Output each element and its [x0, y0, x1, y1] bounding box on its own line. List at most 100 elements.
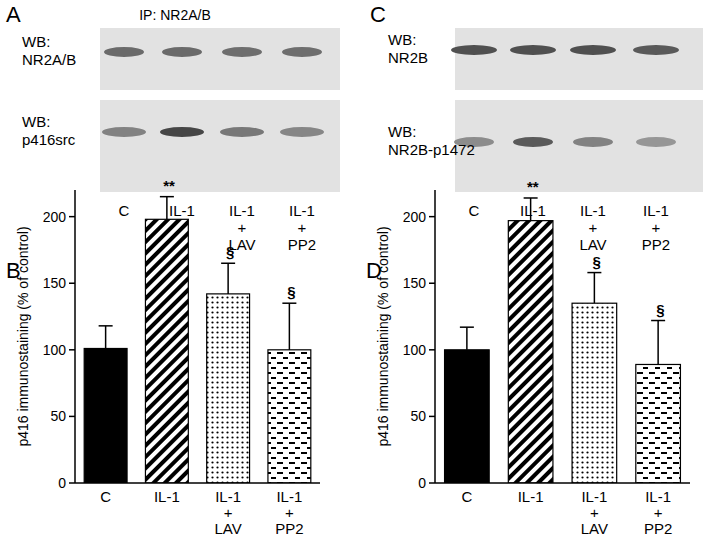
- bar: [572, 303, 617, 483]
- blot-panel: AIP: NR2A/BWB:NR2A/BWB:p416srcCIL-1IL-1+…: [6, 2, 340, 253]
- x-tick-label: IL-1: [518, 488, 544, 505]
- wb-label: WB:NR2B: [388, 31, 428, 66]
- blot-band: [633, 45, 679, 55]
- error-bar: [99, 326, 113, 349]
- bar-chart: D**§§050100150200CIL-1IL-1+LAVIL-1+PP2p4…: [366, 178, 690, 537]
- text-line: IL-1: [229, 202, 255, 219]
- y-tick: [429, 482, 435, 484]
- error-line: [530, 198, 532, 221]
- x-axis: [75, 482, 320, 484]
- error-cap: [282, 302, 296, 304]
- text-line: +: [285, 504, 294, 521]
- error-bar: [524, 198, 538, 221]
- blot-band: [220, 127, 264, 137]
- error-cap: [524, 197, 538, 199]
- text-line: +: [224, 504, 233, 521]
- y-tick-label: 150: [43, 275, 67, 291]
- text-line: IL-1: [581, 488, 607, 505]
- x-tick-label: IL-1+PP2: [275, 488, 303, 537]
- significance: **: [163, 177, 175, 194]
- lane-label: IL-1: [169, 202, 195, 219]
- text-line: IL-1: [520, 202, 546, 219]
- blot-background: [455, 100, 703, 192]
- lane-label: IL-1: [520, 202, 546, 219]
- text-line: LAV: [581, 520, 608, 537]
- significance: **: [527, 178, 539, 195]
- y-axis-label: p416 immunostaining (% of control): [375, 226, 391, 446]
- bar: [145, 219, 188, 483]
- y-tick: [69, 349, 75, 351]
- error-bar: [282, 303, 296, 350]
- wb-label: WB:NR2A/B: [22, 33, 76, 68]
- y-tick-label: 0: [418, 475, 426, 491]
- error-cap: [99, 325, 113, 327]
- y-tick: [69, 216, 75, 218]
- blot-band: [102, 127, 146, 137]
- significance: §: [656, 301, 664, 318]
- y-tick: [429, 216, 435, 218]
- y-tick: [69, 482, 75, 484]
- text-line: +: [654, 504, 663, 521]
- lane-label: C: [469, 202, 480, 219]
- lane-label: IL-1+PP2: [642, 202, 670, 253]
- panel-letter: C: [370, 2, 386, 27]
- text-line: NR2B: [388, 49, 428, 66]
- error-cap: [460, 326, 474, 328]
- text-line: WB:: [22, 113, 50, 130]
- text-line: WB:: [22, 33, 50, 50]
- error-bar: [651, 321, 665, 365]
- y-tick: [69, 416, 75, 418]
- text-line: IL-1: [289, 202, 315, 219]
- figure: AIP: NR2A/BWB:NR2A/BWB:p416srcCIL-1IL-1+…: [0, 0, 720, 542]
- text-line: +: [589, 219, 598, 236]
- text-line: +: [590, 504, 599, 521]
- blot-band: [162, 47, 202, 57]
- error-bar: [160, 197, 174, 220]
- y-axis: [74, 190, 76, 483]
- text-line: C: [469, 202, 480, 219]
- x-axis: [435, 482, 690, 484]
- y-tick: [429, 416, 435, 418]
- blot-background: [100, 28, 340, 90]
- y-tick-label: 200: [403, 209, 427, 225]
- y-tick-label: 50: [50, 408, 66, 424]
- bar: [268, 350, 311, 483]
- blot-band: [513, 137, 553, 147]
- x-tick-label: IL-1+LAV: [215, 488, 242, 537]
- blot-band: [573, 137, 613, 147]
- marks: [84, 197, 311, 483]
- blot-band: [104, 47, 144, 57]
- bar: [445, 350, 490, 483]
- x-tick-label: IL-1+PP2: [644, 488, 672, 537]
- error-bar: [460, 327, 474, 350]
- lane-label: IL-1+PP2: [288, 202, 316, 253]
- lane-label: C: [119, 202, 130, 219]
- bar: [207, 294, 250, 483]
- blot-band: [570, 45, 616, 55]
- text-line: IL-1: [643, 202, 669, 219]
- error-line: [289, 303, 291, 350]
- text-line: IL-1: [645, 488, 671, 505]
- text-line: C: [461, 488, 472, 505]
- blot-band: [160, 127, 204, 137]
- text-line: IL-1: [276, 488, 302, 505]
- bar: [508, 221, 553, 483]
- text-line: LAV: [215, 520, 242, 537]
- y-tick-label: 100: [403, 342, 427, 358]
- error-bar: [221, 263, 235, 294]
- text-line: IL-1: [154, 488, 180, 505]
- error-cap: [160, 196, 174, 198]
- blot-panel: CWB:NR2BWB:NR2B-p1472CIL-1IL-1+LAVIL-1+P…: [370, 2, 703, 253]
- blot-band: [636, 137, 676, 147]
- y-tick-label: 150: [403, 275, 427, 291]
- error-line: [105, 326, 107, 349]
- text-line: +: [298, 219, 307, 236]
- y-tick-label: 100: [43, 342, 67, 358]
- y-tick-label: 0: [58, 475, 66, 491]
- blot-band: [282, 47, 322, 57]
- x-tick-label: C: [461, 488, 472, 505]
- text-line: WB:: [388, 31, 416, 48]
- text-line: IL-1: [215, 488, 241, 505]
- bar: [84, 348, 127, 483]
- text-line: IL-1: [169, 202, 195, 219]
